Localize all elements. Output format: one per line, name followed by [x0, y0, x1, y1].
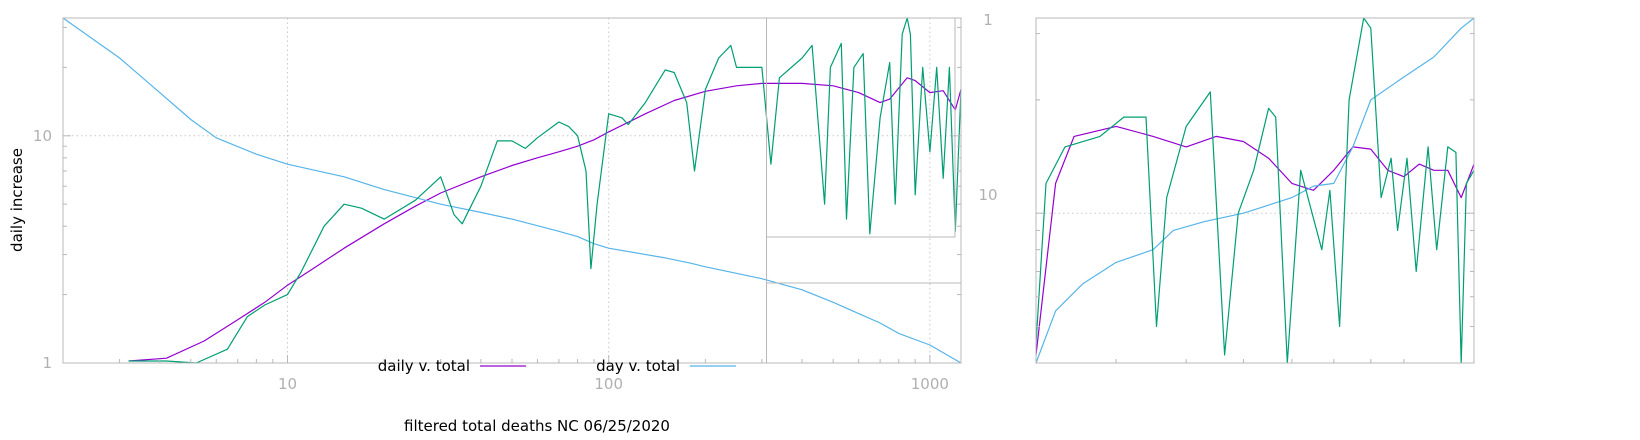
legend: daily v. total day v. total — [378, 357, 736, 375]
inset-zoom-box: 1 10 — [766, 11, 998, 363]
series-line-daily-v-total — [128, 77, 962, 362]
inset-tick-marks — [1036, 33, 1474, 363]
inset-chart — [1035, 17, 1475, 364]
x-tick-label-1000: 1000 — [911, 375, 949, 393]
inset-frame-rect — [1035, 17, 1475, 364]
series-line-unlabeled-2 — [128, 17, 962, 364]
y-tick-label-1: 1 — [42, 354, 52, 372]
inset-series — [1035, 17, 1475, 364]
y-axis-title: daily increase — [8, 148, 26, 252]
inset-series-line-day-v-total — [1035, 17, 1475, 364]
x-axis-title: filtered total deaths NC 06/25/2020 — [404, 417, 670, 435]
main-plot-frame — [62, 17, 962, 364]
main-chart: 1 10 10 100 1000 1 10 filtered total deaths N… — [8, 11, 998, 435]
legend-label-day-v-total: day v. total — [596, 357, 680, 375]
zoom-region-box — [766, 17, 956, 238]
inset-plot-frame — [1035, 17, 1475, 364]
zoom-axis-label-10: 10 — [978, 186, 997, 204]
main-series — [62, 17, 962, 364]
legend-label-daily-v-total: daily v. total — [378, 357, 470, 375]
main-tick-labels: 10 100 1000 1 10 — [33, 26, 961, 393]
x-tick-label-10: 10 — [278, 375, 297, 393]
zoom-axis-label-top: 1 — [983, 11, 993, 29]
main-grid — [63, 18, 961, 363]
x-tick-label-100: 100 — [594, 375, 623, 393]
inset-series-line-unlabeled-2 — [1035, 17, 1475, 364]
inset-series-line-daily-v-total — [1035, 125, 1475, 356]
y-tick-label-10: 10 — [33, 127, 52, 145]
series-line-day-v-total — [62, 17, 962, 364]
main-frame-rect — [62, 17, 962, 364]
